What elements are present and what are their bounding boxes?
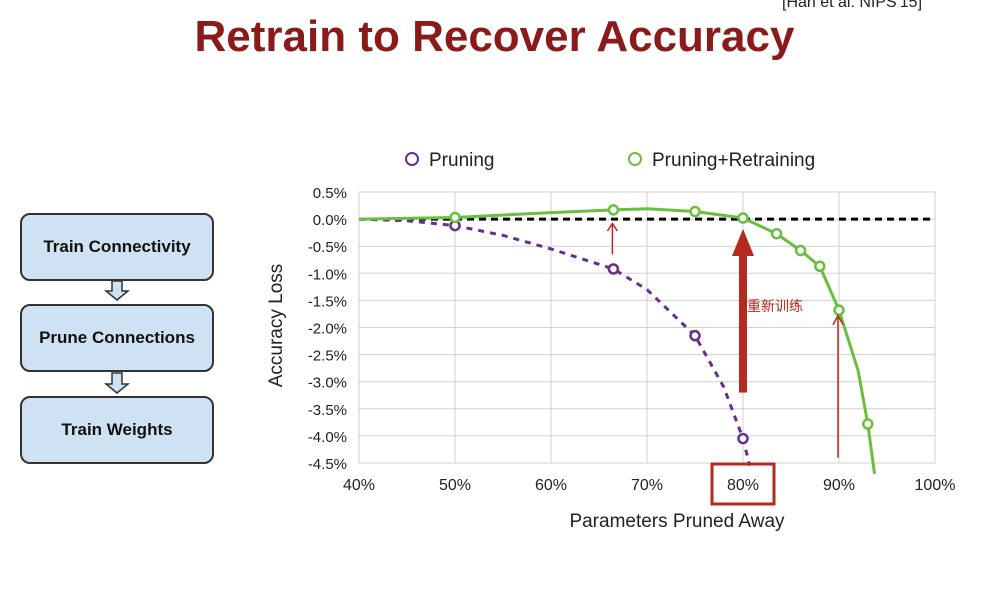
series-line-pruning xyxy=(358,217,752,467)
highlight-box-80 xyxy=(710,462,776,506)
data-point-retraining xyxy=(794,244,807,257)
x-tick-label: 100% xyxy=(915,477,956,494)
data-point-retraining xyxy=(607,204,620,216)
data-point-retraining xyxy=(833,304,845,316)
y-tick-label: -3.0% xyxy=(308,375,347,392)
data-point-retraining xyxy=(770,227,783,240)
data-point-retraining xyxy=(862,418,874,430)
flow-step-train-weights: Train Weights xyxy=(20,396,214,464)
y-tick-label: -4.0% xyxy=(308,429,347,446)
y-tick-label: -2.5% xyxy=(308,348,347,365)
citation: [Han et al. NIPS'15] xyxy=(782,0,923,11)
data-point-pruning xyxy=(737,432,749,445)
y-axis-label: Accuracy Loss xyxy=(266,264,287,388)
y-tick-label: 0.5% xyxy=(313,185,347,202)
x-tick-label: 50% xyxy=(439,477,471,494)
slide-title: Retrain to Recover Accuracy xyxy=(194,12,795,61)
legend-marker-retraining xyxy=(628,152,642,167)
flow-arrow-1 xyxy=(103,280,131,301)
y-tick-label: -4.5% xyxy=(308,456,347,473)
legend-retraining: Pruning+Retraining xyxy=(628,150,815,172)
x-axis-label: Parameters Pruned Away xyxy=(569,511,785,532)
x-tick-label: 70% xyxy=(631,477,663,494)
y-tick-label: 0.0% xyxy=(313,212,347,229)
legend-label-retraining: Pruning+Retraining xyxy=(652,150,816,171)
x-tick-label: 60% xyxy=(535,477,567,494)
data-point-pruning xyxy=(607,263,620,275)
annotation-big-arrow-head xyxy=(732,228,754,256)
x-tick-label: 40% xyxy=(343,477,375,494)
annotation-thin-arrow-66-head xyxy=(606,222,619,232)
legend-pruning: Pruning xyxy=(405,150,495,172)
data-point-retraining xyxy=(689,205,701,218)
annotation-big-arrow-shaft xyxy=(739,254,747,393)
flow-arrow-2 xyxy=(103,372,131,394)
y-tick-label: -2.0% xyxy=(308,321,347,338)
data-point-retraining xyxy=(814,260,826,273)
y-tick-label: -1.5% xyxy=(308,293,347,310)
x-tick-label: 80% xyxy=(727,477,759,494)
y-tick-label: -0.5% xyxy=(308,239,347,256)
legend-marker-pruning xyxy=(405,152,419,167)
legend-label-pruning: Pruning xyxy=(429,150,495,171)
data-point-retraining xyxy=(737,212,749,224)
flow-step-train-connectivity: Train Connectivity xyxy=(20,213,214,281)
x-tick-label: 90% xyxy=(823,477,855,494)
annotation-text: 重新训练 xyxy=(747,299,803,315)
annotation-thin-arrow-90-head xyxy=(832,314,844,326)
series-line-retraining xyxy=(358,207,877,475)
flow-step-prune-connections: Prune Connections xyxy=(20,304,214,372)
y-tick-label: -3.5% xyxy=(308,402,347,419)
data-point-pruning xyxy=(689,329,701,342)
y-tick-label: -1.0% xyxy=(308,266,347,283)
data-point-retraining xyxy=(449,211,461,224)
